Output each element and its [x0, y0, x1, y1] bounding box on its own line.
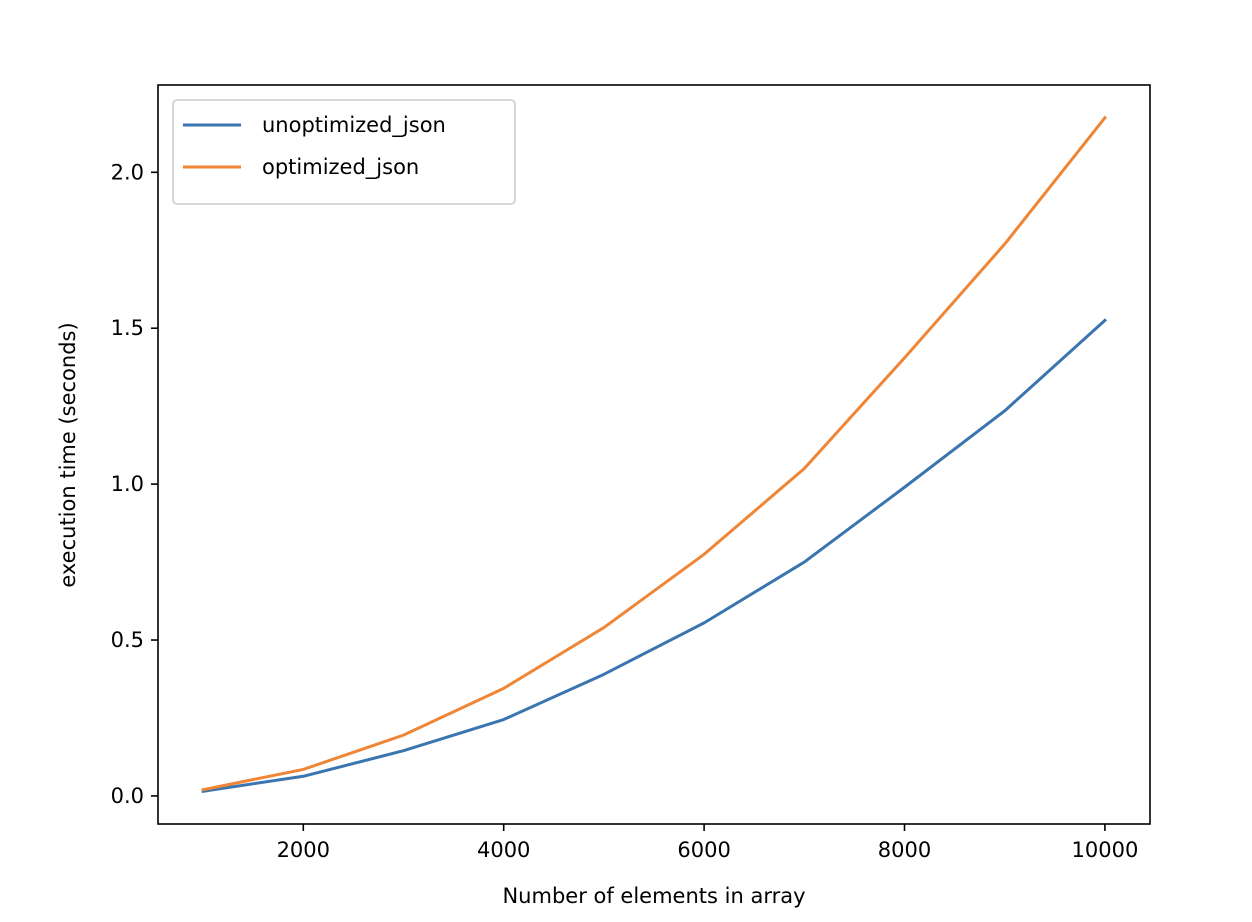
x-tick-label: 2000 — [277, 838, 330, 862]
series-line-unoptimized-json — [201, 318, 1108, 793]
plot-area — [157, 84, 1151, 825]
x-tick-label: 6000 — [677, 838, 730, 862]
x-tick-label: 4000 — [477, 838, 530, 862]
x-axis-label: Number of elements in array — [502, 884, 805, 908]
y-axis-ticks: 0.0 0.5 1.0 1.5 2.0 — [111, 160, 158, 808]
y-tick-label: 2.0 — [111, 160, 144, 184]
y-tick-label: 1.5 — [111, 316, 144, 340]
x-tick-label: 8000 — [878, 838, 931, 862]
legend: unoptimized_json optimized_json — [172, 99, 516, 205]
y-tick-label: 0.0 — [111, 784, 144, 808]
legend-entry-label: optimized_json — [262, 155, 419, 180]
y-tick-label: 1.0 — [111, 472, 144, 496]
series-line-optimized-json — [201, 115, 1108, 792]
y-tick-label: 0.5 — [111, 628, 144, 652]
series-layer — [201, 115, 1108, 793]
x-tick-label: 10000 — [1072, 838, 1139, 862]
legend-entry-label: unoptimized_json — [262, 113, 446, 138]
x-axis-ticks: 2000 4000 6000 8000 10000 — [277, 824, 1139, 862]
y-axis-label: execution time (seconds) — [56, 322, 80, 587]
legend-box — [172, 99, 516, 205]
